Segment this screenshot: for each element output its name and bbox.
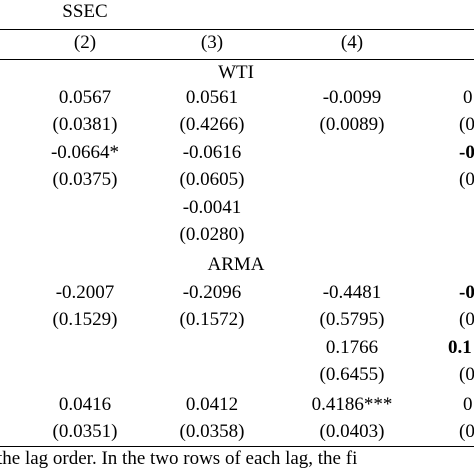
- table-note: the lag order. In the two rows of each l…: [0, 448, 358, 469]
- column-header-2: (2): [73, 32, 97, 53]
- table-cell: -0: [459, 142, 474, 163]
- table-cell: (0.5795): [319, 309, 385, 330]
- table-cell: (0.0381): [52, 114, 118, 135]
- table-cell: -0.2096: [182, 282, 242, 303]
- table-cell: (0.4266): [179, 114, 245, 135]
- table-cell: (0.0403): [319, 421, 385, 442]
- table-cell: (0.0605): [179, 169, 245, 190]
- table-cell: 0: [463, 394, 473, 415]
- table-cell: -0.0041: [182, 197, 242, 218]
- table-cell: (0: [459, 309, 474, 330]
- table-cell: -0.0099: [322, 87, 382, 108]
- header-rule: [0, 29, 474, 30]
- table-cell: (0.0089): [319, 114, 385, 135]
- table-cell: (0.6455): [319, 364, 385, 385]
- table-cell: 0.1: [448, 337, 472, 358]
- table-cell: 0.0567: [58, 87, 112, 108]
- table-cell: -0: [459, 282, 474, 303]
- section-label-wti: WTI: [218, 62, 254, 83]
- table-cell: -0.4481: [322, 282, 382, 303]
- table-cell: 0.0561: [185, 87, 239, 108]
- table-cell: 0.1766: [325, 337, 379, 358]
- group-label: SSEC: [62, 1, 108, 22]
- table-cell: (0.1529): [52, 309, 118, 330]
- bottom-rule: [0, 446, 474, 447]
- table-cell: 0: [463, 87, 473, 108]
- table-cell: (0.0375): [52, 169, 118, 190]
- table-cell: 0.0416: [58, 394, 112, 415]
- table-cell: -0.2007: [55, 282, 115, 303]
- section-label-arma: ARMA: [207, 254, 265, 275]
- column-header-rule: [0, 59, 474, 60]
- table-cell: (0: [459, 114, 474, 135]
- table-cell: (0.1572): [179, 309, 245, 330]
- table-cell: (0: [459, 421, 474, 442]
- table-cell: 0.4186***: [311, 394, 393, 415]
- table-cell: (0: [459, 169, 474, 190]
- table-cell: (0: [459, 364, 474, 385]
- column-header-4: (4): [340, 32, 364, 53]
- table-cell: (0.0358): [179, 421, 245, 442]
- table-cell: (0.0351): [52, 421, 118, 442]
- column-header-3: (3): [200, 32, 224, 53]
- table-cell: 0.0412: [185, 394, 239, 415]
- table-cell: -0.0616: [182, 142, 242, 163]
- table-cell: -0.0664*: [50, 142, 120, 163]
- table-cell: (0.0280): [179, 224, 245, 245]
